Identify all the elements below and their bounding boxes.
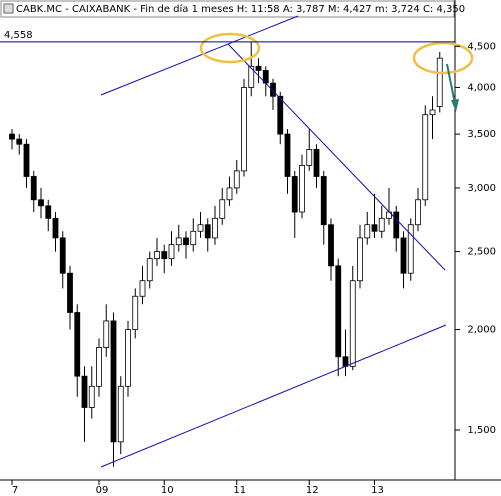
candle-body [415,199,421,226]
candle-body [306,148,313,166]
candle-body [168,244,175,260]
candle-body [190,230,197,246]
candle-body [342,356,349,367]
candle-body [233,170,240,189]
candle-body [81,375,88,408]
candle-body [139,280,146,297]
trend-line [100,324,447,468]
candle-body [328,224,334,267]
candle-body [407,224,414,274]
trend-line [100,15,299,96]
candle-body [212,217,218,239]
candle-body [277,95,284,135]
candle-body [45,205,52,219]
x-tick-label: 12 [306,485,319,496]
candle-body [204,224,211,239]
candle-body [255,65,262,71]
trend-line [227,43,446,271]
x-tick-label: 09 [96,485,109,496]
candle-body [226,187,233,201]
chart-title: CABK.MC - CAIXABANK - Fin de día 1 meses… [16,3,465,15]
highlight [199,32,261,64]
candle-body [349,280,356,367]
candle-body [103,320,110,348]
candle-body [88,385,95,408]
candle-body [393,211,400,239]
x-tick-label: 10 [161,485,174,496]
y-tick-label: 3,500 [467,129,496,140]
y-tick-label: 4,500 [467,41,496,52]
candle-body [313,148,320,177]
x-tick-label: 11 [233,485,246,496]
candle-body [422,114,429,201]
candle-body [110,320,117,443]
candle-body [67,272,73,313]
candle-body [16,138,23,145]
candle-body [183,237,189,246]
y-tick-label: 1,500 [467,425,496,436]
candle-body [436,57,443,107]
candle-body [378,217,385,232]
candle-body [241,87,247,172]
candle-body [74,312,81,377]
candle-body [299,164,305,213]
candle-body [219,199,226,219]
candle-body [320,176,327,226]
candle-body [117,385,124,443]
y-tick-label: 2,000 [467,325,496,336]
candle-body [23,143,30,177]
candle-body [59,237,66,274]
highlight [412,41,474,75]
candle-body [371,224,378,232]
x-tick-label: 13 [371,485,384,496]
reference-label: 4,558 [4,30,33,41]
candle-body [52,217,59,239]
candle-body [38,199,44,207]
candle-body [96,347,102,387]
candle-body [132,295,139,330]
candle-body [197,224,204,232]
candle-body [125,329,131,387]
candle-body [364,224,371,239]
arrow [446,63,456,105]
candle-body [400,237,407,274]
candle-body [30,176,37,201]
candle-body [357,237,363,282]
candle-body [146,258,153,282]
candle-body [154,251,160,260]
y-tick-label: 2,500 [467,247,496,258]
candle-body [161,251,168,260]
icon [3,3,14,14]
candle-body [429,109,436,116]
candle-body [175,237,182,246]
candle-body [248,65,255,88]
x-tick-label: 7 [12,485,18,496]
candle-body [291,176,298,213]
plot [9,41,443,467]
candle-body [9,133,15,140]
title-bar [0,0,455,18]
candle-body [284,133,291,177]
y-tick-label: 4,000 [467,82,496,93]
candle-body [270,82,276,97]
arrow-head [451,99,459,112]
candle-body [335,265,342,358]
y-tick-label: 3,000 [467,183,496,194]
